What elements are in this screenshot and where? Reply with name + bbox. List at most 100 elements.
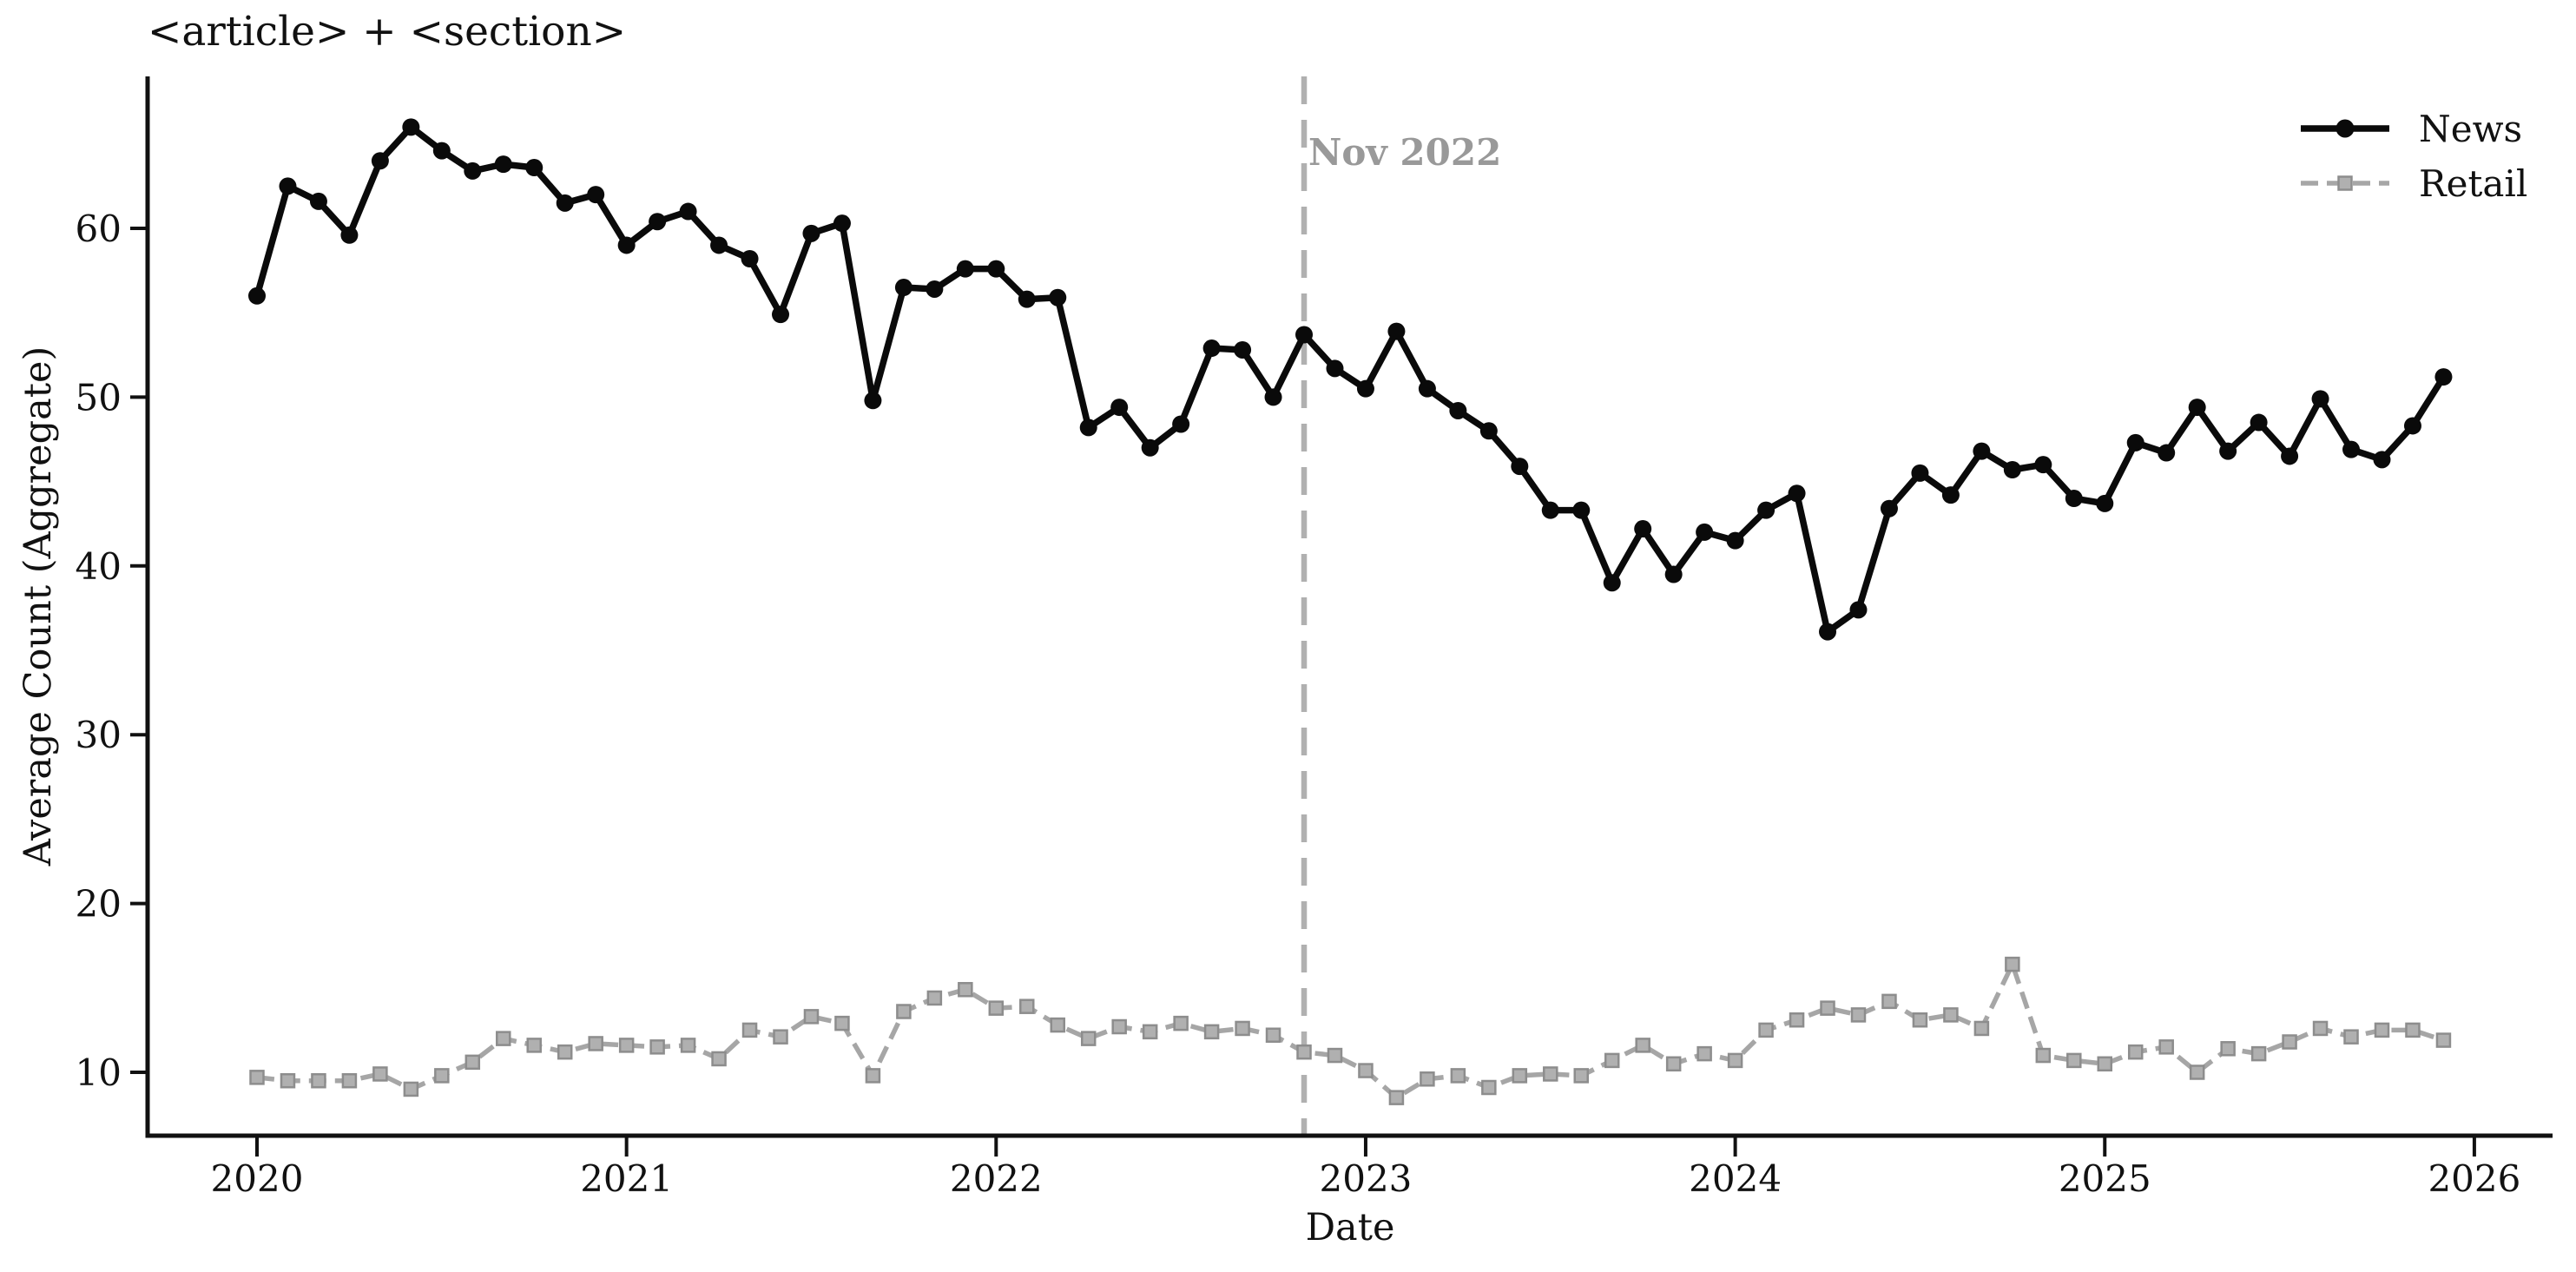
retail-marker [1420, 1071, 1435, 1087]
retail-marker [834, 1015, 850, 1031]
retail-marker [741, 1022, 758, 1038]
news-marker [309, 192, 327, 210]
retail-marker [1665, 1056, 1682, 1072]
legend-item-retail: Retail [2301, 162, 2527, 205]
retail-marker [2405, 1022, 2421, 1038]
news-marker [2126, 433, 2144, 451]
news-marker [2434, 368, 2453, 386]
y-tick-label: 60 [76, 208, 122, 250]
news-series [248, 118, 2453, 641]
legend-retail-marker-icon [2337, 175, 2353, 191]
news-marker [1572, 501, 1591, 519]
retail-marker [1573, 1068, 1590, 1084]
chart-title: <article> + <section> [148, 8, 626, 56]
x-tick-label: 2022 [950, 1157, 1043, 1200]
retail-marker [341, 1072, 358, 1089]
y-tick-label: 40 [76, 545, 122, 588]
x-tick-label: 2024 [1689, 1157, 1782, 1200]
news-marker [1819, 623, 1837, 641]
news-marker [1541, 501, 1559, 519]
retail-marker [2220, 1041, 2236, 1057]
retail-marker [2374, 1022, 2390, 1038]
axis-ticks-group: 2020 2021 2022 2023 2024 2025 2026 10 20 30 40 50 60 [76, 208, 2521, 1200]
news-marker [432, 142, 451, 160]
news-marker [556, 194, 574, 212]
news-marker [2034, 456, 2052, 474]
news-marker [2250, 413, 2268, 432]
news-marker [2403, 417, 2421, 435]
news-marker [1049, 288, 1067, 306]
retail-marker [1881, 993, 1897, 1010]
news-marker [2158, 444, 2176, 462]
y-tick-label: 10 [76, 1051, 122, 1094]
retail-marker [434, 1068, 450, 1084]
news-marker [248, 287, 266, 305]
retail-marker [1912, 1012, 1928, 1028]
retail-marker [311, 1072, 326, 1089]
retail-marker [1388, 1090, 1405, 1105]
news-line [254, 123, 2447, 636]
retail-marker [773, 1029, 788, 1045]
news-marker [1696, 523, 1714, 541]
news-marker [1726, 531, 1744, 550]
retail-marker [1635, 1038, 1650, 1053]
news-marker [1295, 326, 1314, 344]
news-marker [1141, 438, 1159, 457]
retail-marker [588, 1036, 603, 1051]
news-marker [1449, 401, 1467, 419]
retail-marker [711, 1051, 727, 1067]
news-marker [894, 279, 912, 297]
retail-marker [1820, 1000, 1835, 1016]
retail-marker [2035, 1047, 2052, 1064]
x-tick-label: 2025 [2059, 1157, 2151, 1200]
retail-marker [958, 981, 973, 998]
x-tick-label: 2020 [211, 1157, 304, 1200]
retail-marker [618, 1038, 635, 1053]
news-marker [1788, 484, 1806, 503]
retail-marker [1111, 1018, 1127, 1035]
news-marker [464, 161, 482, 180]
retail-marker [372, 1066, 388, 1082]
news-marker [987, 260, 1005, 278]
news-marker [2311, 390, 2329, 408]
news-marker [1079, 419, 1097, 437]
news-marker [2219, 442, 2237, 460]
news-marker [1326, 359, 1344, 378]
retail-marker [1019, 998, 1035, 1014]
retail-marker [1543, 1066, 1558, 1082]
news-marker [1849, 601, 1868, 619]
news-marker [340, 226, 359, 244]
retail-marker [280, 1072, 296, 1089]
retail-marker [1450, 1068, 1466, 1084]
legend-news-label: News [2419, 108, 2522, 150]
news-marker [1110, 399, 1129, 417]
news-marker [402, 118, 420, 136]
retail-marker [1173, 1015, 1189, 1031]
news-marker [1511, 458, 1529, 476]
news-marker [587, 186, 605, 204]
news-marker [1418, 379, 1436, 398]
retail-marker [2066, 1052, 2082, 1069]
retail-series [249, 956, 2452, 1105]
news-marker [1757, 501, 1776, 519]
news-marker [2003, 460, 2021, 478]
news-marker [617, 236, 636, 254]
news-marker [1973, 442, 1991, 460]
news-marker [864, 392, 882, 410]
legend-retail-label: Retail [2419, 162, 2527, 205]
x-axis-title: Date [1306, 1206, 1395, 1249]
news-marker [1387, 322, 1406, 340]
news-marker [494, 155, 512, 174]
news-marker [1911, 464, 1929, 482]
news-marker [2342, 440, 2361, 458]
retail-marker [464, 1054, 481, 1071]
y-axis-title: Average Count (Aggregate) [16, 346, 60, 867]
news-marker [279, 177, 297, 195]
retail-marker [1203, 1024, 1220, 1040]
retail-marker [1296, 1044, 1312, 1060]
retail-marker [803, 1009, 820, 1025]
y-tick-label: 50 [76, 376, 122, 419]
news-marker [371, 152, 389, 170]
